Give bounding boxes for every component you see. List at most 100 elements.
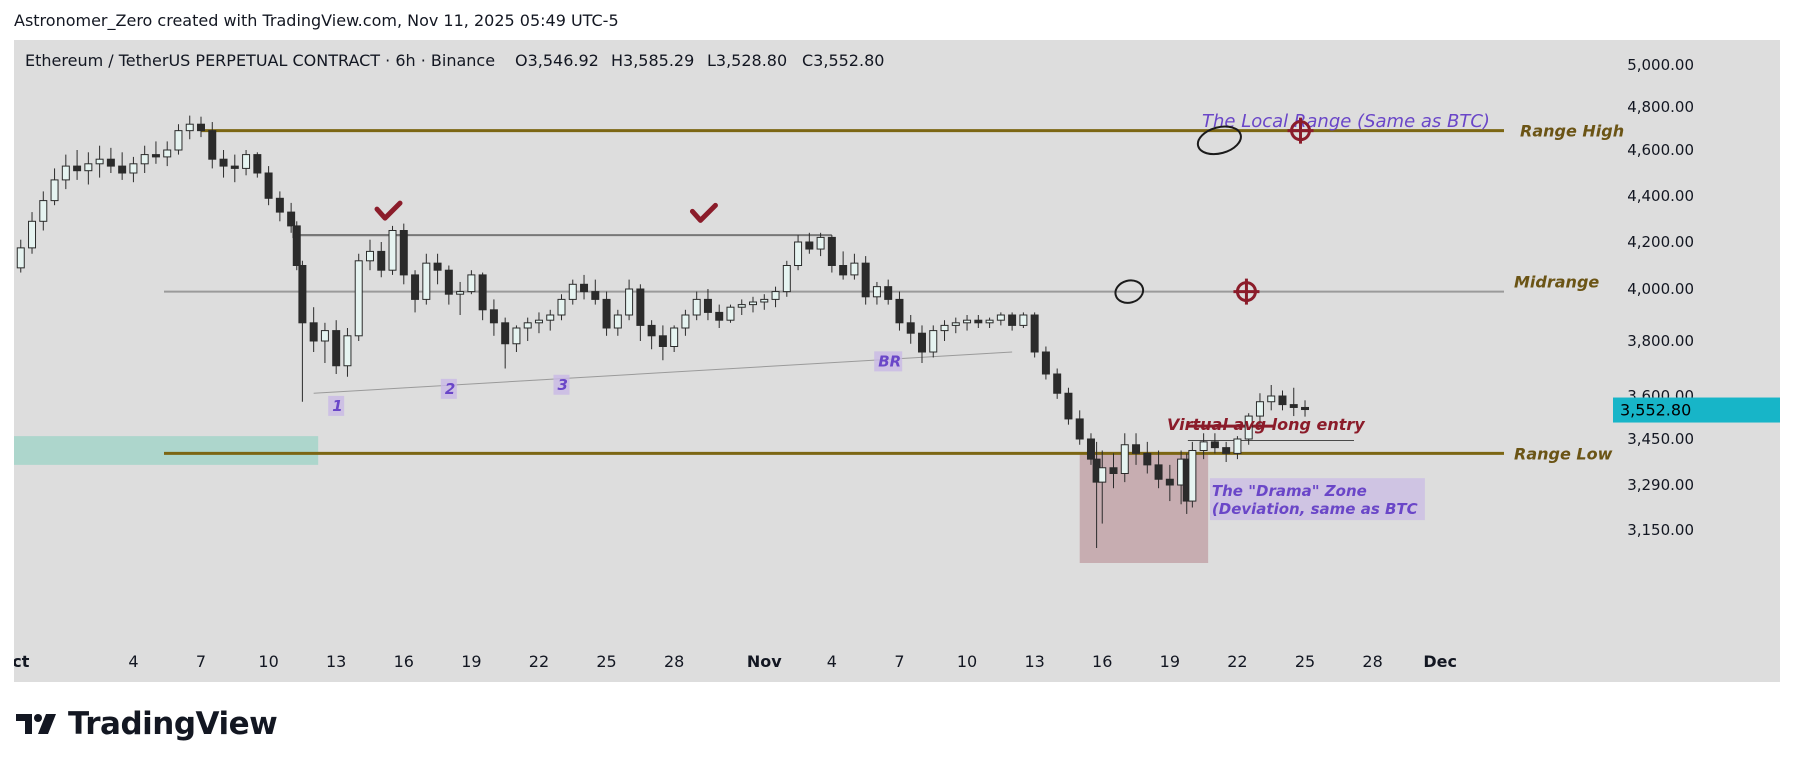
midrange-label[interactable]: Midrange: [1514, 273, 1599, 292]
candle[interactable]: [1199, 433, 1208, 460]
candle[interactable]: [771, 286, 780, 308]
touch-label[interactable]: 3: [558, 376, 568, 394]
candle[interactable]: [1120, 433, 1129, 483]
candle[interactable]: [940, 320, 949, 341]
candle[interactable]: [726, 304, 735, 323]
candle[interactable]: [1165, 464, 1174, 502]
candle[interactable]: [73, 150, 82, 180]
candle[interactable]: [794, 235, 803, 271]
candle[interactable]: [546, 309, 555, 331]
candle[interactable]: [129, 156, 138, 183]
candle[interactable]: [1041, 346, 1050, 380]
candle[interactable]: [253, 152, 262, 178]
touch-label[interactable]: BR: [878, 352, 901, 370]
candle[interactable]: [523, 317, 532, 341]
candle[interactable]: [602, 291, 611, 336]
candle[interactable]: [636, 284, 645, 341]
candle[interactable]: [1267, 385, 1276, 411]
target-icon[interactable]: [1233, 278, 1260, 305]
candle[interactable]: [658, 325, 667, 361]
candle[interactable]: [399, 223, 408, 285]
candle[interactable]: [287, 202, 296, 233]
range-high-label[interactable]: Range High: [1520, 122, 1624, 141]
candle[interactable]: [1188, 441, 1197, 508]
candle[interactable]: [377, 242, 386, 278]
candle[interactable]: [512, 325, 521, 352]
candle[interactable]: [1098, 450, 1107, 524]
candle[interactable]: [354, 253, 363, 341]
candle[interactable]: [388, 225, 397, 275]
candle[interactable]: [422, 253, 431, 305]
candle[interactable]: [1109, 453, 1118, 489]
candle[interactable]: [332, 320, 341, 374]
candle[interactable]: [1075, 410, 1084, 445]
candle[interactable]: [16, 239, 25, 273]
candle[interactable]: [591, 279, 600, 305]
candle[interactable]: [163, 141, 172, 167]
check-mark-icon[interactable]: [689, 202, 718, 223]
virtual-entry-label[interactable]: Virtual avg long entry: [1167, 415, 1365, 434]
chart-frame[interactable]: The Local Range (Same as BTC) Range High M…: [14, 40, 1780, 682]
candle[interactable]: [185, 115, 194, 140]
candle[interactable]: [816, 232, 825, 257]
candle[interactable]: [298, 260, 307, 402]
candle[interactable]: [478, 272, 487, 321]
candle[interactable]: [1222, 441, 1231, 462]
candle[interactable]: [872, 281, 881, 305]
candle[interactable]: [692, 291, 701, 321]
candle[interactable]: [84, 152, 93, 185]
candle[interactable]: [444, 265, 453, 305]
candle[interactable]: [50, 168, 59, 206]
candle[interactable]: [625, 279, 634, 321]
candle[interactable]: [456, 281, 465, 315]
candle[interactable]: [647, 320, 656, 350]
candle[interactable]: [208, 122, 217, 169]
touch-label[interactable]: 2: [445, 380, 455, 398]
candle[interactable]: [1086, 433, 1095, 465]
check-mark-icon[interactable]: [374, 200, 403, 221]
candle[interactable]: [275, 191, 284, 222]
candle[interactable]: [613, 309, 622, 336]
circle-marker-icon[interactable]: [1195, 122, 1244, 159]
candle[interactable]: [264, 166, 273, 206]
candle[interactable]: [760, 294, 769, 310]
candlestick-chart[interactable]: The Local Range (Same as BTC) Range High M…: [14, 40, 1780, 682]
candle[interactable]: [670, 325, 679, 352]
range-low-label[interactable]: Range Low: [1514, 444, 1613, 463]
candle[interactable]: [737, 299, 746, 315]
candle[interactable]: [963, 315, 972, 331]
candle[interactable]: [320, 322, 329, 363]
candle[interactable]: [1132, 433, 1141, 465]
candle[interactable]: [467, 270, 476, 295]
candle[interactable]: [292, 221, 301, 271]
candle[interactable]: [1301, 400, 1310, 417]
candle[interactable]: [140, 145, 149, 173]
candle[interactable]: [343, 328, 352, 377]
candle[interactable]: [39, 191, 48, 231]
local-range-label[interactable]: The Local Range (Same as BTC): [1202, 111, 1490, 132]
candle[interactable]: [534, 312, 543, 334]
candle[interactable]: [118, 152, 127, 180]
candle[interactable]: [106, 147, 115, 173]
candle[interactable]: [489, 299, 498, 336]
candle[interactable]: [174, 124, 183, 155]
candle[interactable]: [1064, 387, 1073, 425]
candle[interactable]: [1030, 312, 1039, 358]
target-icon[interactable]: [1287, 117, 1314, 144]
last-price-badge[interactable]: [1613, 397, 1780, 423]
candle[interactable]: [839, 251, 848, 280]
candle[interactable]: [703, 289, 712, 321]
touch-label[interactable]: 1: [332, 397, 342, 415]
candle[interactable]: [1053, 368, 1062, 399]
candle[interactable]: [850, 253, 859, 280]
candle[interactable]: [365, 239, 374, 271]
candle[interactable]: [805, 232, 814, 254]
candle[interactable]: [985, 317, 994, 328]
candle[interactable]: [151, 141, 160, 164]
teal-support-zone[interactable]: [14, 436, 319, 465]
candle[interactable]: [827, 235, 836, 273]
candle[interactable]: [1233, 436, 1242, 460]
candle[interactable]: [557, 294, 566, 321]
tradingview-logo[interactable]: TradingView: [16, 706, 278, 742]
candle[interactable]: [1154, 450, 1163, 489]
